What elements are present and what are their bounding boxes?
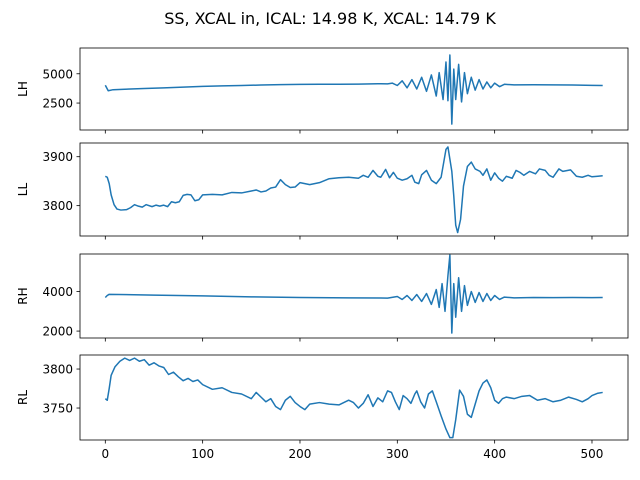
y-tick-label: 2000 <box>42 325 73 339</box>
y-tick-label: 4000 <box>42 285 73 299</box>
series-line <box>104 54 603 125</box>
x-tick-label: 200 <box>289 447 312 461</box>
y-axis-label: RL <box>16 390 30 405</box>
x-tick-label: 100 <box>191 447 214 461</box>
x-tick-label: 0 <box>101 447 109 461</box>
series-line <box>104 146 603 234</box>
chart-title: SS, XCAL in, ICAL: 14.98 K, XCAL: 14.79 … <box>164 9 496 28</box>
x-tick-label: 300 <box>386 447 409 461</box>
y-tick-label: 2500 <box>42 97 73 111</box>
y-tick-label: 3800 <box>42 199 73 213</box>
plot-frame <box>79 142 629 237</box>
y-tick-label: 3900 <box>42 150 73 164</box>
y-tick-label: 3800 <box>42 363 73 377</box>
series-line <box>104 357 603 439</box>
y-axis-label: RH <box>16 287 30 304</box>
y-axis-label: LL <box>16 183 30 197</box>
y-axis-label: LH <box>16 81 30 97</box>
plot-frame <box>79 253 629 339</box>
series-line <box>104 254 603 334</box>
x-tick-label: 400 <box>483 447 506 461</box>
panel-rl: 3750 3800 RL 0 100 200 300 400 500 <box>16 354 629 461</box>
panel-rh: 2000 4000 RH <box>16 253 629 342</box>
x-tick-label: 500 <box>581 447 604 461</box>
y-tick-label: 5000 <box>42 67 73 81</box>
panel-lh: 2500 5000 LH <box>16 47 629 134</box>
panel-ll: 3800 3900 LL <box>16 142 629 240</box>
y-tick-label: 3750 <box>42 402 73 416</box>
plot-frame <box>79 47 629 131</box>
plot-frame <box>79 354 629 441</box>
